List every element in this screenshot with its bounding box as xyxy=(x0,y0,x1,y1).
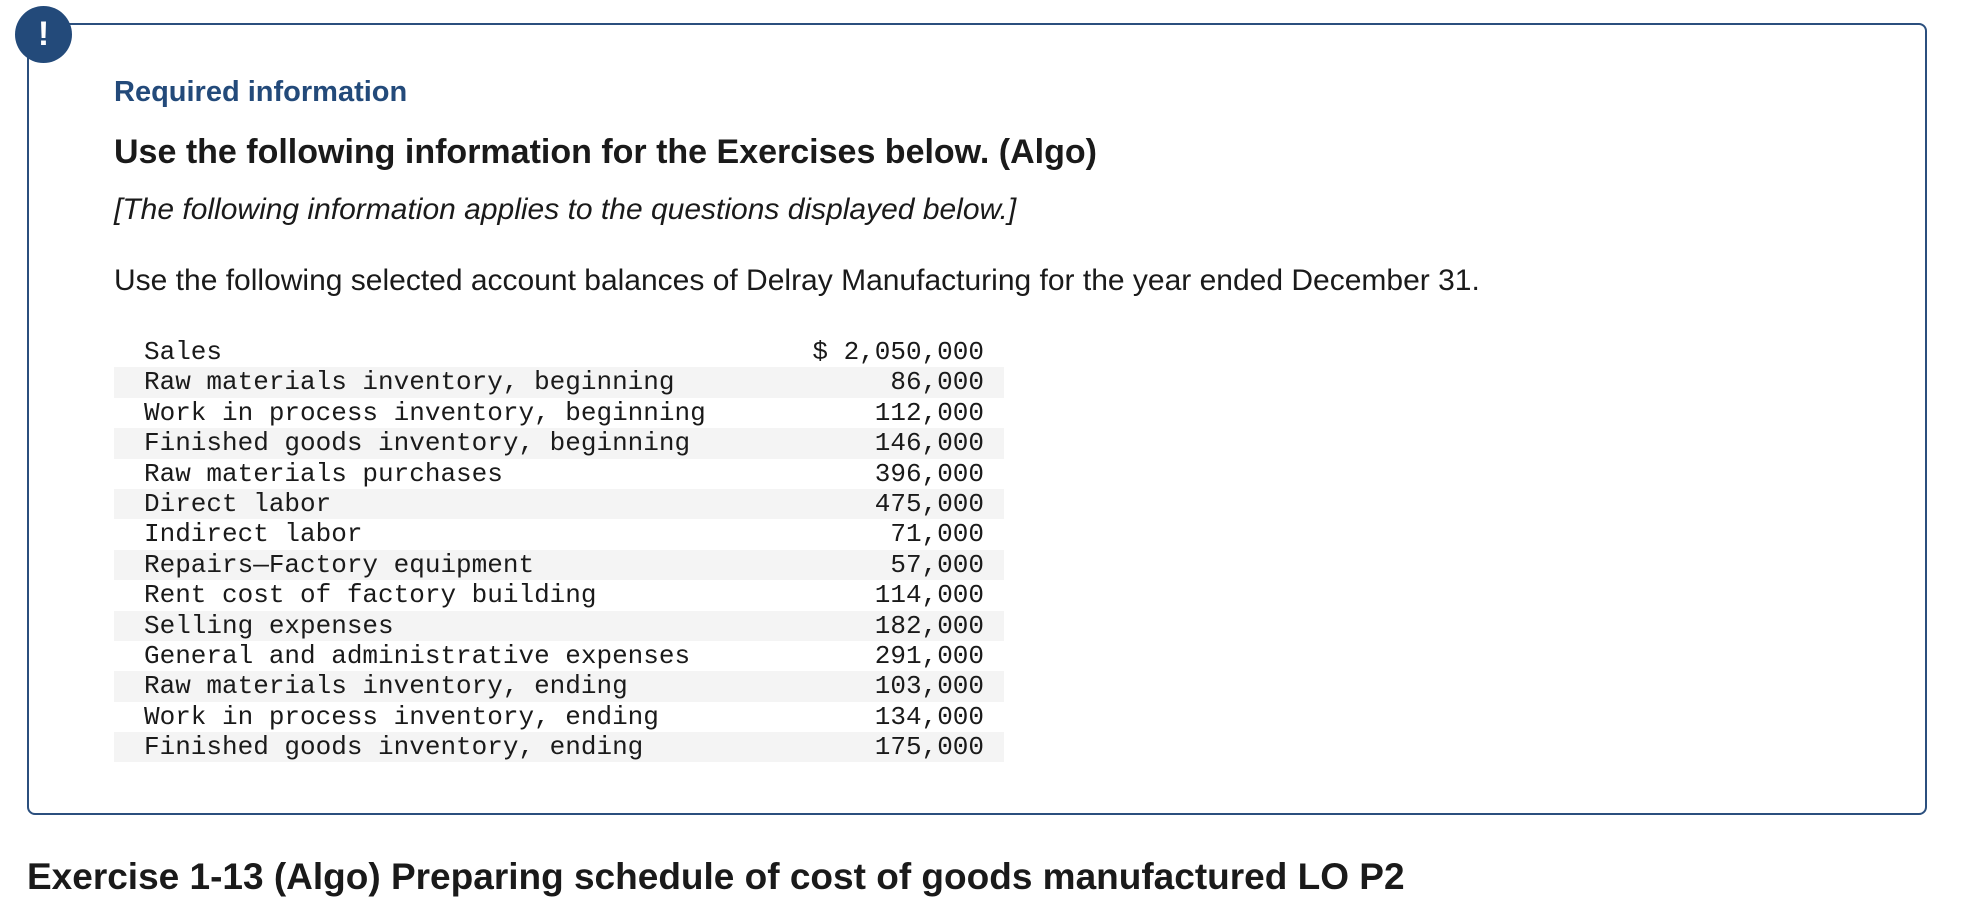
table-row: Rent cost of factory building 114,000 xyxy=(114,580,1004,610)
table-row: Raw materials inventory, ending 103,000 xyxy=(114,671,1004,702)
account-balance: 182,000 xyxy=(874,610,984,641)
account-name: Raw materials purchases xyxy=(144,458,503,489)
required-label: Required information xyxy=(114,76,408,108)
account-name: Finished goods inventory, ending xyxy=(144,732,644,763)
exercise-title: Exercise 1-13 (Algo) Preparing schedule … xyxy=(27,856,1405,897)
account-balance: 114,000 xyxy=(874,580,984,611)
info-title: Use the following information for the Ex… xyxy=(114,133,1097,171)
account-name: Work in process inventory, ending xyxy=(144,701,659,732)
table-row: Repairs—Factory equipment 57,000 xyxy=(114,549,1004,581)
table-row: Work in process inventory, beginning 112,… xyxy=(114,398,1004,428)
table-row: Finished goods inventory, ending 175,000 xyxy=(114,732,1004,763)
account-balance: 103,000 xyxy=(874,671,984,702)
account-name: Work in process inventory, beginning xyxy=(144,397,706,428)
account-name: Finished goods inventory, beginning xyxy=(144,428,691,459)
table-row: Work in process inventory, ending 134,000 xyxy=(114,702,1004,732)
info-box xyxy=(27,23,1927,815)
account-name: Rent cost of factory building xyxy=(144,580,597,611)
account-balance: 112,000 xyxy=(874,397,984,428)
account-name: Sales xyxy=(144,337,223,367)
table-row: Finished goods inventory, beginning 146,0… xyxy=(114,428,1004,459)
table-row: Direct labor 475,000 xyxy=(114,488,1004,520)
account-name: Selling expenses xyxy=(144,610,394,641)
alert-badge: ! xyxy=(15,6,72,63)
account-name: General and administrative expenses xyxy=(144,640,691,671)
info-note: [The following information applies to th… xyxy=(114,193,1017,226)
account-name: Direct labor xyxy=(144,488,332,519)
intro-text: Use the following selected account balan… xyxy=(114,264,1480,297)
table-row: Raw materials inventory, beginning 86,000 xyxy=(114,367,1004,398)
account-balance: 71,000 xyxy=(890,519,984,550)
account-name: Raw materials inventory, ending xyxy=(144,671,628,702)
balances-table: Sales $ 2,050,000 Raw materials inventory,… xyxy=(114,337,1004,763)
account-balance: 475,000 xyxy=(874,488,984,519)
table-row: Sales $ 2,050,000 xyxy=(114,337,1004,367)
account-balance: 396,000 xyxy=(874,458,984,489)
table-row: General and administrative expenses 291,0… xyxy=(114,641,1004,671)
account-name: Indirect labor xyxy=(144,519,363,550)
account-balance: 175,000 xyxy=(874,732,984,763)
account-balance: 291,000 xyxy=(874,640,984,671)
table-row: Selling expenses 182,000 xyxy=(114,610,1004,641)
account-balance: $ 2,050,000 xyxy=(812,337,984,367)
account-balance: 86,000 xyxy=(890,367,984,398)
account-balance: 134,000 xyxy=(874,701,984,732)
account-balance: 146,000 xyxy=(874,428,984,459)
account-name: Repairs—Factory equipment xyxy=(144,549,535,580)
table-row: Indirect labor 71,000 xyxy=(114,519,1004,549)
account-name: Raw materials inventory, beginning xyxy=(144,367,675,398)
table-row: Raw materials purchases 396,000 xyxy=(114,459,1004,489)
account-balance: 57,000 xyxy=(890,549,984,580)
